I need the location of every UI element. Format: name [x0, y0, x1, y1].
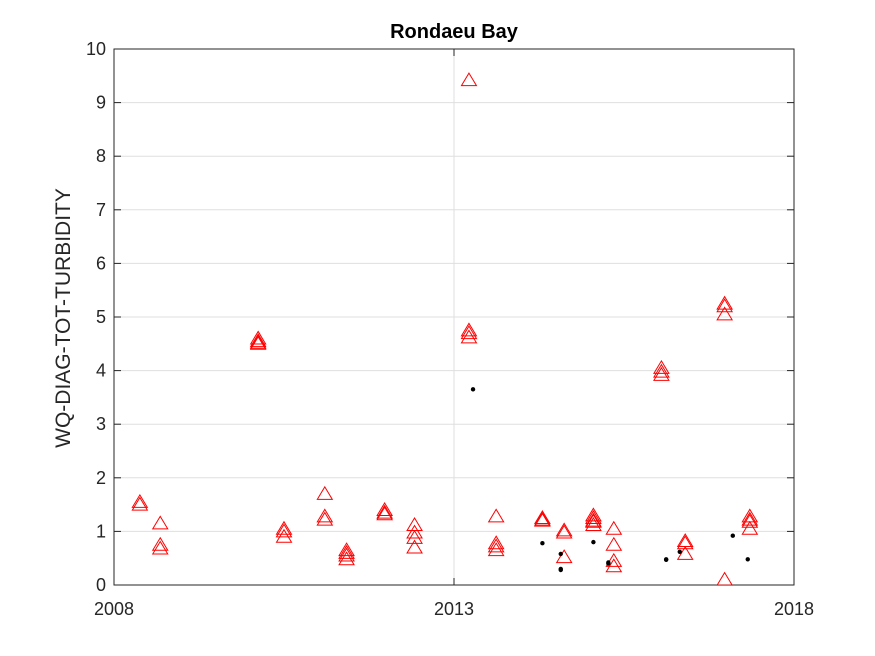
triangle-point [460, 72, 478, 87]
triangle-point [151, 540, 169, 555]
dot-point [663, 557, 669, 563]
triangle-point [716, 298, 734, 313]
y-tick-label: 6 [96, 253, 106, 273]
triangle-point [460, 325, 478, 340]
triangle-point [249, 330, 267, 345]
triangle-point [338, 547, 355, 562]
triangle-point [151, 515, 169, 530]
triangle-point [376, 504, 394, 519]
triangle-point [741, 520, 759, 535]
y-axis-ticks: 0 1 2 3 4 5 6 7 8 9 10 [86, 39, 794, 595]
triangle-point [585, 510, 602, 524]
x-tick-label: 2018 [774, 599, 814, 619]
triangle-point [605, 520, 623, 535]
triangle-point [376, 506, 394, 521]
y-tick-label: 5 [96, 307, 106, 327]
triangle-point [406, 529, 423, 544]
x-axis-ticks: 2008 2013 2018 [94, 49, 814, 619]
triangle-point [487, 542, 505, 557]
triangle-point [716, 295, 734, 310]
triangle-point [487, 538, 505, 553]
triangle-point [676, 535, 694, 550]
triangle-point [406, 539, 423, 554]
triangle-point [131, 496, 149, 511]
y-tick-label: 1 [96, 521, 106, 541]
triangle-point [316, 511, 334, 526]
y-axis-label: WQ-DIAG-TOT-TURBIDITY [52, 188, 75, 448]
triangle-point [460, 322, 478, 337]
triangle-point [131, 493, 149, 508]
triangle-point [151, 536, 169, 551]
triangle-point [605, 558, 623, 573]
x-tick-label: 2008 [94, 599, 134, 619]
dot-point [470, 387, 476, 392]
triangle-point [249, 333, 267, 348]
triangle-point [338, 542, 355, 557]
triangle-point [275, 520, 293, 535]
triangle-point [275, 528, 293, 543]
triangle-point [716, 306, 734, 321]
triangle-point [585, 513, 602, 528]
triangle-point [534, 512, 551, 527]
triangle-point [741, 511, 759, 526]
y-tick-label: 2 [96, 468, 106, 488]
triangle-point [585, 516, 602, 531]
triangle-point [460, 329, 478, 344]
triangle-point [487, 508, 505, 523]
grid-lines [114, 49, 794, 585]
triangle-point [555, 522, 573, 537]
triangle-point [316, 508, 334, 523]
dot-point [745, 557, 750, 562]
triangle-point [555, 524, 573, 539]
triangle-point [406, 524, 423, 539]
triangle-point [653, 363, 670, 378]
dot-point [558, 567, 563, 573]
triangle-point [406, 516, 423, 531]
y-tick-label: 9 [96, 93, 106, 113]
y-tick-label: 7 [96, 200, 106, 220]
triangle-point [605, 552, 623, 567]
dot-point [540, 540, 545, 546]
chart-title: Rondaeu Bay [390, 21, 519, 43]
triangle-point [585, 507, 602, 522]
dot-point [677, 549, 682, 554]
triangle-point [338, 544, 355, 559]
triangle-point [534, 511, 551, 526]
triangle-point [376, 501, 394, 516]
triangle-point [741, 513, 759, 528]
triangle-point [555, 549, 573, 564]
triangle-point [716, 571, 734, 586]
x-tick-label: 2013 [434, 599, 474, 619]
triangle-point [653, 359, 670, 374]
y-tick-label: 8 [96, 146, 106, 166]
triangle-point [249, 335, 267, 350]
y-tick-label: 3 [96, 414, 106, 434]
triangle-point [275, 523, 293, 538]
y-tick-label: 0 [96, 575, 106, 595]
y-tick-label: 4 [96, 361, 106, 381]
triangle-point [605, 536, 623, 551]
data-points [131, 72, 759, 586]
triangle-point [316, 485, 334, 500]
triangle-point [653, 366, 670, 381]
y-tick-label: 10 [86, 39, 106, 59]
dot-point [730, 533, 735, 538]
dot-point [558, 551, 563, 557]
triangle-point [534, 510, 551, 524]
dot-point [591, 539, 596, 545]
dot-point [606, 561, 611, 566]
triangle-point [487, 535, 505, 550]
triangle-point [338, 551, 355, 566]
triangle-point [249, 334, 267, 349]
triangle-point [585, 512, 602, 527]
